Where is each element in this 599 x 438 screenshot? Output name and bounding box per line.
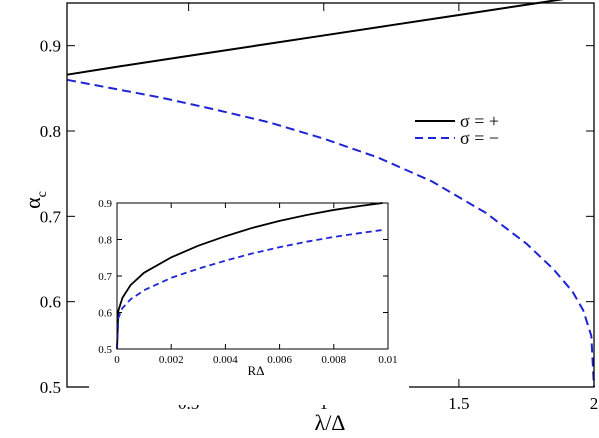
main-y-tick-label: 0.5	[40, 378, 61, 397]
inset-y-tick-label: 0.6	[98, 308, 112, 320]
inset-ticks-layer	[116, 202, 389, 350]
main-series-layer	[66, 0, 595, 388]
main-y-tick-label: 0.8	[40, 122, 61, 141]
main-series-sigma-minus-line	[66, 78, 595, 388]
inset-y-tick-label: 0.5	[98, 344, 112, 356]
inset-x-tick-label: 0.01	[378, 354, 397, 366]
inset-x-tick-label: 0	[114, 354, 120, 366]
legend: σ = + σ = −	[415, 111, 499, 148]
main-y-tick-label: 0.9	[40, 37, 61, 56]
y-axis-title: αc	[20, 191, 50, 209]
inset-y-tick-label: 0.8	[98, 235, 112, 247]
inset-x-tick-label: 0.008	[321, 354, 346, 366]
main-y-tick-label: 0.7	[40, 207, 62, 226]
inset-x-tick-label: 0.002	[159, 354, 184, 366]
inset-plot: 0 0.002 0.004 0.006 0.008 0.01 0.5 0.6 0.7 0.8 0.9…	[89, 187, 409, 405]
main-series-sigma-plus-line	[66, 0, 565, 76]
legend-label-sigma-plus: σ = +	[460, 111, 499, 131]
inset-ticklabels-layer: 0 0.002 0.004 0.006 0.008 0.01 0.5 0.6 0.7 0.8 0.9	[98, 198, 397, 366]
main-x-tick-label: 2	[590, 394, 599, 413]
legend-label-sigma-minus: σ = −	[460, 128, 499, 148]
inset-background	[89, 187, 409, 405]
y-axis-title-main: α	[20, 197, 45, 209]
main-x-tick-label: 1.5	[448, 394, 469, 413]
inset-x-tick-label: 0.004	[213, 354, 238, 366]
inset-x-axis-title: RΔ	[247, 363, 264, 378]
x-axis-title: λ/Δ	[315, 410, 346, 435]
inset-x-tick-label: 0.006	[267, 354, 292, 366]
main-y-tick-label: 0.6	[40, 293, 61, 312]
inset-y-tick-label: 0.9	[98, 198, 112, 210]
y-axis-title-subscript: c	[35, 191, 50, 197]
inset-series-layer	[116, 202, 383, 350]
inset-series-sigma-plus-line	[116, 202, 383, 350]
inset-series-sigma-minus-line	[116, 229, 383, 350]
inset-y-tick-label: 0.7	[98, 271, 112, 283]
main-ticks-layer	[67, 3, 595, 388]
